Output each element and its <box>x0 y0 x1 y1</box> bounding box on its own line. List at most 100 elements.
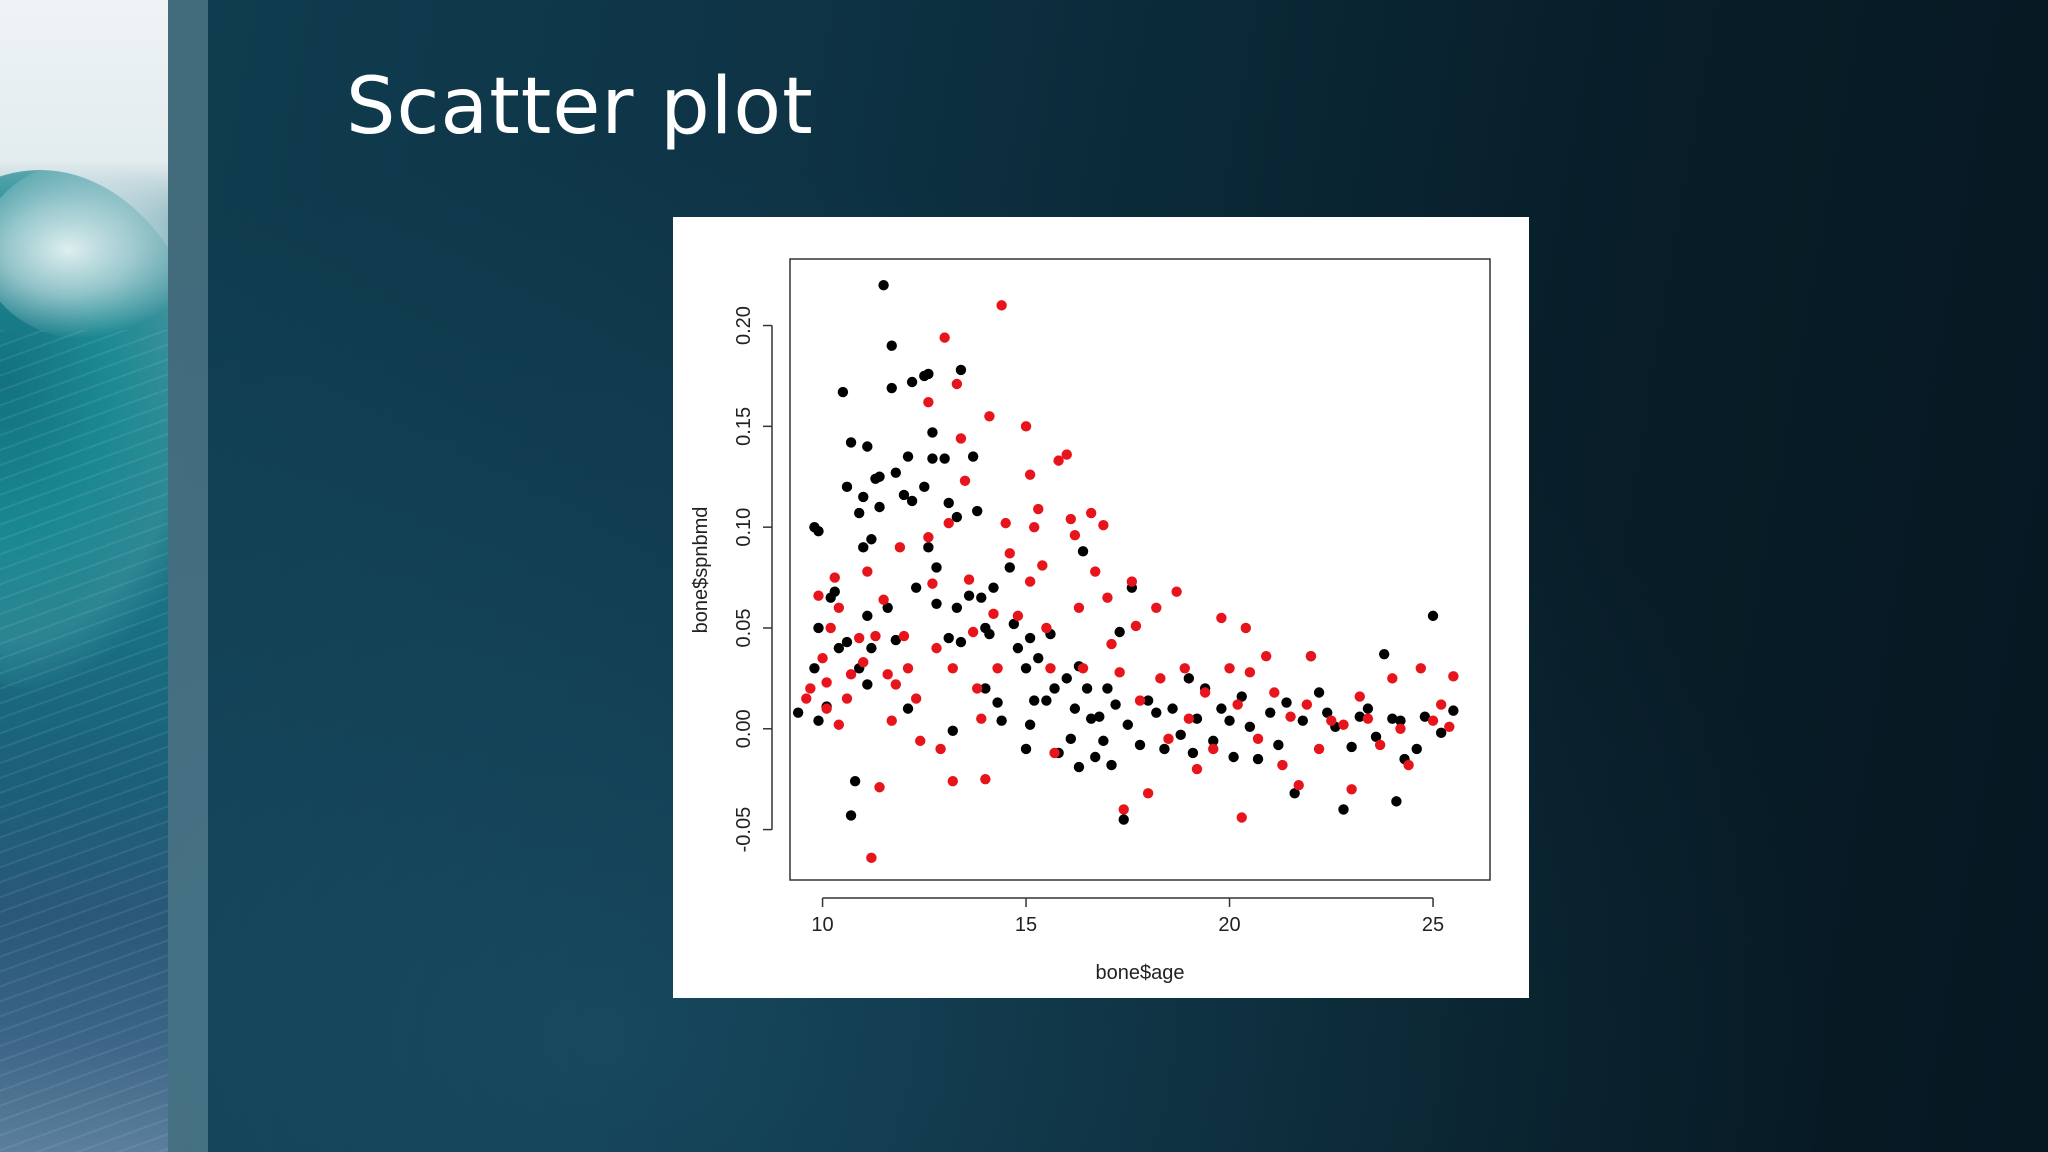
y-tick-label: 0.15 <box>733 407 755 446</box>
data-point-black <box>1208 735 1219 747</box>
data-point-red <box>976 713 987 724</box>
data-point-red <box>1395 723 1406 734</box>
data-point-black <box>1012 642 1024 654</box>
data-point-black <box>976 592 987 603</box>
y-tick-label: 0.20 <box>733 306 755 345</box>
data-point-black <box>1041 695 1052 706</box>
data-point-black <box>1281 697 1292 708</box>
wave-foam <box>0 160 168 340</box>
data-point-black <box>910 582 922 593</box>
data-point-black <box>939 453 950 464</box>
data-point-black <box>1216 703 1227 714</box>
data-points <box>792 280 1459 864</box>
data-point-red <box>1208 743 1219 755</box>
data-point-red <box>1077 663 1089 674</box>
data-point-red <box>931 642 942 654</box>
data-point-red <box>1061 449 1072 460</box>
data-point-red <box>1024 576 1036 587</box>
data-point-red <box>1305 650 1317 662</box>
data-point-red <box>1151 602 1162 614</box>
data-point-black <box>943 497 954 509</box>
data-point-red <box>910 693 922 704</box>
data-point-red <box>813 590 824 601</box>
data-point-black <box>980 683 991 694</box>
data-point-black <box>866 642 877 654</box>
data-point-black <box>931 562 942 573</box>
data-point-red <box>1199 687 1211 698</box>
data-point-red <box>1362 713 1374 724</box>
data-point-black <box>1114 626 1125 638</box>
data-point-red <box>821 703 832 714</box>
data-point-red <box>805 683 816 694</box>
data-point-black <box>886 382 897 394</box>
y-axis-label: bone$spnbmd <box>690 507 712 634</box>
data-point-red <box>1163 733 1174 745</box>
data-point-black <box>1106 759 1117 771</box>
data-point-black <box>1102 683 1113 694</box>
data-point-red <box>1130 620 1142 632</box>
data-point-red <box>1028 521 1040 533</box>
data-point-black <box>1411 743 1422 755</box>
data-point-red <box>1053 455 1064 466</box>
data-point-red <box>866 852 877 864</box>
data-point-black <box>1346 741 1357 753</box>
data-point-black <box>1419 711 1431 722</box>
data-point-black <box>853 507 865 519</box>
data-point-black <box>1378 648 1390 660</box>
data-point-black <box>862 610 873 622</box>
data-point-black <box>1338 804 1349 815</box>
data-point-red <box>870 630 881 642</box>
x-axis-label: bone$age <box>1096 962 1185 984</box>
data-point-black <box>1024 632 1036 644</box>
data-point-red <box>853 632 865 644</box>
data-point-red <box>878 594 889 605</box>
data-point-red <box>1126 576 1138 587</box>
data-point-black <box>1183 673 1195 684</box>
data-point-black <box>906 495 918 507</box>
data-point-black <box>1191 713 1203 724</box>
data-point-red <box>1403 759 1414 771</box>
data-point-red <box>825 622 836 634</box>
data-point-red <box>898 630 910 642</box>
data-point-red <box>1260 650 1272 662</box>
data-point-black <box>947 725 958 736</box>
data-point-black <box>902 451 914 462</box>
scatter-chart: 10 15 20 25 -0.05 0.00 0.05 0.10 0.15 0.20 bone$… <box>690 258 1491 984</box>
data-point-red <box>1171 586 1182 597</box>
data-point-black <box>1167 703 1178 714</box>
data-point-red <box>1073 602 1085 614</box>
data-point-black <box>1028 695 1040 706</box>
data-point-red <box>1338 719 1349 730</box>
data-point-black <box>1313 687 1325 698</box>
data-point-red <box>1326 715 1337 726</box>
data-point-red <box>1191 763 1203 775</box>
data-point-black <box>943 632 954 644</box>
data-point-black <box>906 376 918 388</box>
data-point-red <box>947 776 958 787</box>
data-point-black <box>862 679 873 690</box>
data-point-black <box>837 386 849 398</box>
y-tick-label: -0.05 <box>733 807 755 853</box>
data-point-red <box>1444 721 1455 732</box>
data-point-black <box>1297 715 1308 726</box>
divider-band <box>168 0 208 1152</box>
data-point-red <box>833 602 845 614</box>
data-point-red <box>1020 421 1032 432</box>
x-tick-label: 15 <box>1015 914 1037 936</box>
data-point-red <box>1293 780 1304 791</box>
data-point-red <box>1415 663 1427 674</box>
data-point-red <box>1037 560 1048 571</box>
data-point-black <box>1090 751 1101 763</box>
data-point-black <box>1142 695 1154 706</box>
data-point-black <box>1387 713 1398 724</box>
data-point-red <box>951 378 963 390</box>
data-point-black <box>809 663 820 674</box>
data-point-black <box>1020 743 1032 755</box>
data-point-black <box>862 441 873 452</box>
data-point-black <box>845 437 857 448</box>
data-point-red <box>1252 733 1264 745</box>
data-point-black <box>955 636 967 648</box>
data-point-black <box>902 703 914 714</box>
data-point-black <box>1228 751 1239 763</box>
data-point-black <box>1061 673 1072 684</box>
